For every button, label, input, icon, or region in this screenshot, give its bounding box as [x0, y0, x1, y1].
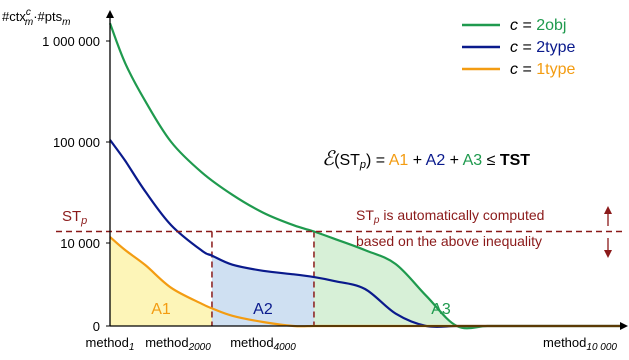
y-tick-label-2: 10 000 — [60, 236, 100, 251]
area-fill-a1 — [110, 236, 212, 326]
legend-label-2obj: c = 2obj — [510, 17, 566, 34]
area-label-a1: A1 — [151, 301, 171, 318]
y-tick-label-3: 0 — [93, 319, 100, 334]
y-ticks: 1 000 000 100 000 10 000 0 — [42, 34, 110, 334]
legend-label-1type: c = 1type — [510, 61, 575, 78]
threshold-label: STp — [62, 208, 87, 227]
legend: c = 2obj c = 2type c = 1type — [462, 17, 575, 78]
x-tick-label-0: method1 — [86, 335, 135, 353]
annotation-line2: based on the above inequality — [356, 233, 542, 249]
area-fills — [110, 231, 620, 329]
x-ticks: method1 method2000 method4000 method10 000 — [86, 335, 618, 353]
area-fill-a3 — [314, 231, 620, 329]
area-label-a2: A2 — [253, 301, 273, 318]
y-tick-label-1: 100 000 — [53, 135, 100, 150]
y-axis-label: #ctxc m·#ptsm — [2, 7, 70, 28]
x-tick-label-3: method10 000 — [543, 335, 617, 353]
x-tick-label-1: method2000 — [145, 335, 211, 353]
x-tick-label-2: method4000 — [230, 335, 296, 353]
area-dividers — [211, 231, 315, 326]
annotation-line1: STp is automatically computed — [356, 207, 544, 226]
area-fill-a2 — [212, 255, 314, 326]
area-labels: A1 A2 A3 — [151, 301, 451, 318]
equation: ℰ(STp) = A1 + A2 + A3 ≤ TST — [322, 146, 530, 171]
legend-label-2type: c = 2type — [510, 39, 575, 56]
y-tick-label-0: 1 000 000 — [42, 34, 100, 49]
